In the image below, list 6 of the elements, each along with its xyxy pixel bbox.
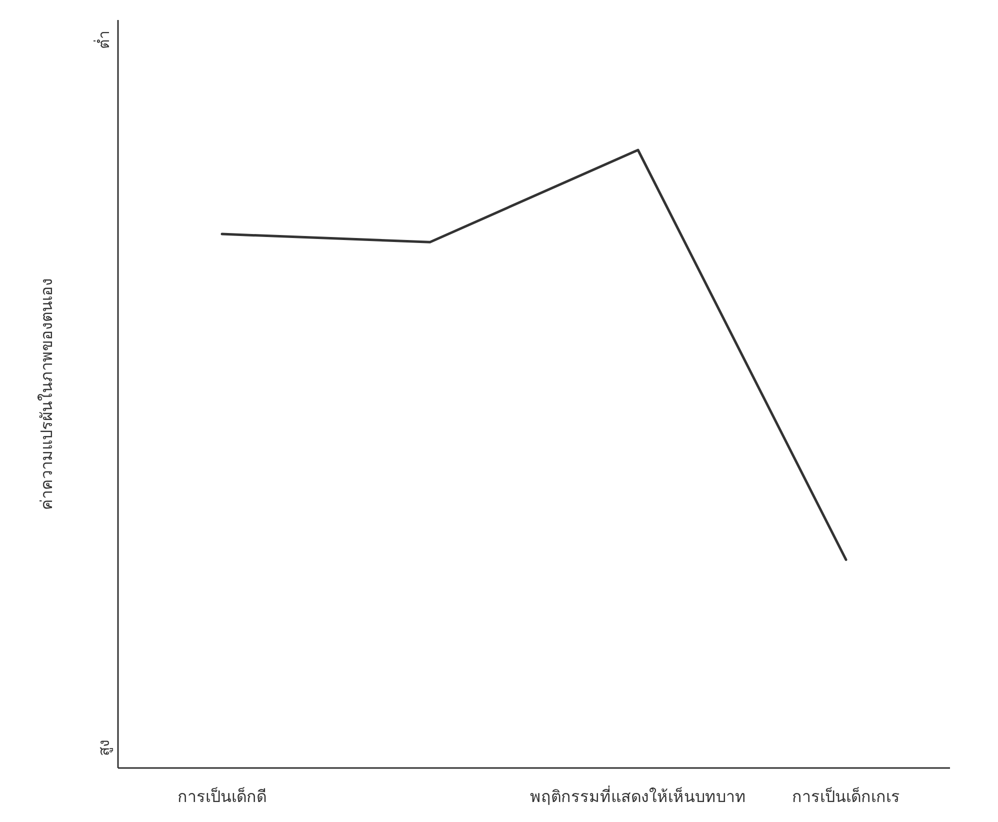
- text: สูง: [95, 740, 113, 756]
- x-tick-label: การเป็นเด็กดี: [178, 786, 266, 806]
- y-axis-title: ค่าความแปรผันในภาพของตนเอง: [37, 278, 56, 510]
- text: ต่ำ: [93, 31, 113, 49]
- x-tick-label: พฤติกรรมที่แสดงให้เห็นบทบาท: [530, 785, 746, 806]
- x-tick-label: การเป็นเด็กเกเร: [792, 786, 900, 806]
